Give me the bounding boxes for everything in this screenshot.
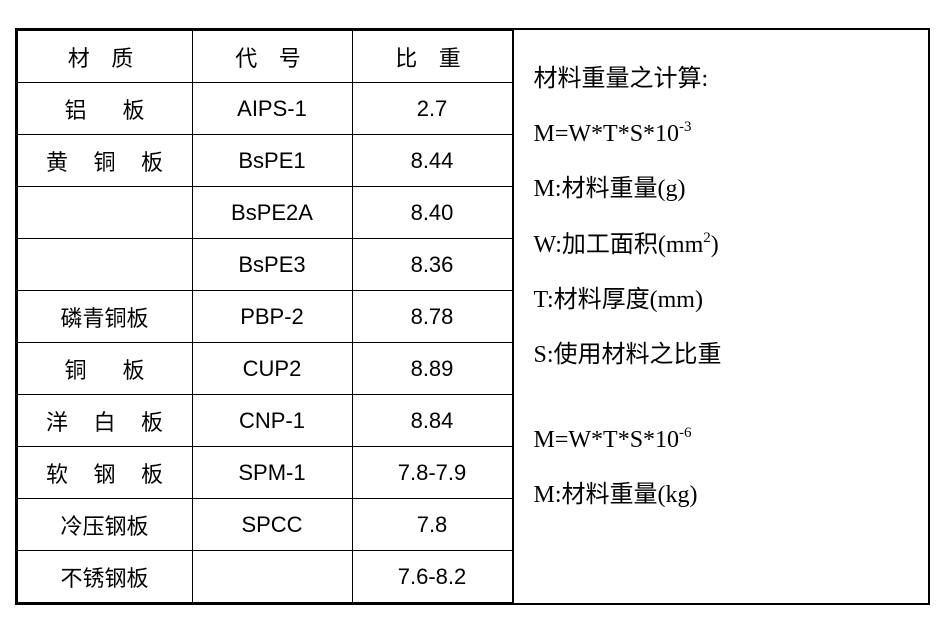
eq1-prefix: M=W*T*S*10 bbox=[534, 121, 680, 147]
formula-title: 材料重量之计算: bbox=[534, 52, 908, 107]
density-cell: 8.89 bbox=[352, 343, 512, 395]
density-cell: 7.8 bbox=[352, 499, 512, 551]
material-cell: 软 钢 板 bbox=[17, 447, 192, 499]
main-container: 材 质 代 号 比 重 铝板AIPS-12.7黄 铜 板BsPE18.44BsP… bbox=[15, 28, 930, 605]
material-cell: 铝板 bbox=[17, 83, 192, 135]
table-row: 磷青铜板PBP-28.78 bbox=[17, 291, 512, 343]
formula-def-s: S:使用材料之比重 bbox=[534, 328, 908, 383]
code-cell: CNP-1 bbox=[192, 395, 352, 447]
table-row: 铜板CUP28.89 bbox=[17, 343, 512, 395]
header-density: 比 重 bbox=[352, 31, 512, 83]
formula-eq2: M=W*T*S*10-6 bbox=[534, 413, 908, 468]
eq2-prefix: M=W*T*S*10 bbox=[534, 427, 680, 453]
density-cell: 8.44 bbox=[352, 135, 512, 187]
table-row: 黄 铜 板BsPE18.44 bbox=[17, 135, 512, 187]
formula-def-w: W:加工面积(mm2) bbox=[534, 218, 908, 273]
formula-def-m-kg: M:材料重量(kg) bbox=[534, 468, 908, 523]
table-row: BsPE38.36 bbox=[17, 239, 512, 291]
material-table: 材 质 代 号 比 重 铝板AIPS-12.7黄 铜 板BsPE18.44BsP… bbox=[17, 30, 513, 603]
def-w-suffix: ) bbox=[711, 232, 719, 258]
header-code: 代 号 bbox=[192, 31, 352, 83]
table-row: 洋 白 板CNP-18.84 bbox=[17, 395, 512, 447]
density-cell: 8.40 bbox=[352, 187, 512, 239]
code-cell: CUP2 bbox=[192, 343, 352, 395]
formula-eq1: M=W*T*S*10-3 bbox=[534, 107, 908, 162]
table-header-row: 材 质 代 号 比 重 bbox=[17, 31, 512, 83]
formula-gap bbox=[534, 383, 908, 413]
code-cell bbox=[192, 551, 352, 603]
code-cell: BsPE3 bbox=[192, 239, 352, 291]
table-row: 不锈钢板 7.6-8.2 bbox=[17, 551, 512, 603]
table-row: BsPE2A8.40 bbox=[17, 187, 512, 239]
eq2-exponent: -6 bbox=[679, 425, 692, 441]
material-cell: 洋 白 板 bbox=[17, 395, 192, 447]
material-cell: 铜板 bbox=[17, 343, 192, 395]
code-cell: SPM-1 bbox=[192, 447, 352, 499]
material-cell bbox=[17, 187, 192, 239]
table-body: 铝板AIPS-12.7黄 铜 板BsPE18.44BsPE2A8.40BsPE3… bbox=[17, 83, 512, 603]
density-cell: 8.78 bbox=[352, 291, 512, 343]
density-cell: 2.7 bbox=[352, 83, 512, 135]
eq1-exponent: -3 bbox=[679, 119, 692, 135]
table-row: 软 钢 板SPM-17.8-7.9 bbox=[17, 447, 512, 499]
density-cell: 8.84 bbox=[352, 395, 512, 447]
formula-panel: 材料重量之计算: M=W*T*S*10-3 M:材料重量(g) W:加工面积(m… bbox=[513, 30, 928, 603]
material-cell bbox=[17, 239, 192, 291]
formula-def-t: T:材料厚度(mm) bbox=[534, 273, 908, 328]
material-cell: 冷压钢板 bbox=[17, 499, 192, 551]
material-cell: 不锈钢板 bbox=[17, 551, 192, 603]
def-w-prefix: W:加工面积(mm bbox=[534, 232, 704, 258]
table-row: 铝板AIPS-12.7 bbox=[17, 83, 512, 135]
code-cell: BsPE1 bbox=[192, 135, 352, 187]
material-cell: 黄 铜 板 bbox=[17, 135, 192, 187]
density-cell: 7.6-8.2 bbox=[352, 551, 512, 603]
formula-def-m-g: M:材料重量(g) bbox=[534, 162, 908, 217]
header-material: 材 质 bbox=[17, 31, 192, 83]
table-row: 冷压钢板SPCC7.8 bbox=[17, 499, 512, 551]
code-cell: PBP-2 bbox=[192, 291, 352, 343]
def-w-exponent: 2 bbox=[703, 230, 711, 246]
density-cell: 8.36 bbox=[352, 239, 512, 291]
material-cell: 磷青铜板 bbox=[17, 291, 192, 343]
code-cell: SPCC bbox=[192, 499, 352, 551]
density-cell: 7.8-7.9 bbox=[352, 447, 512, 499]
code-cell: BsPE2A bbox=[192, 187, 352, 239]
code-cell: AIPS-1 bbox=[192, 83, 352, 135]
